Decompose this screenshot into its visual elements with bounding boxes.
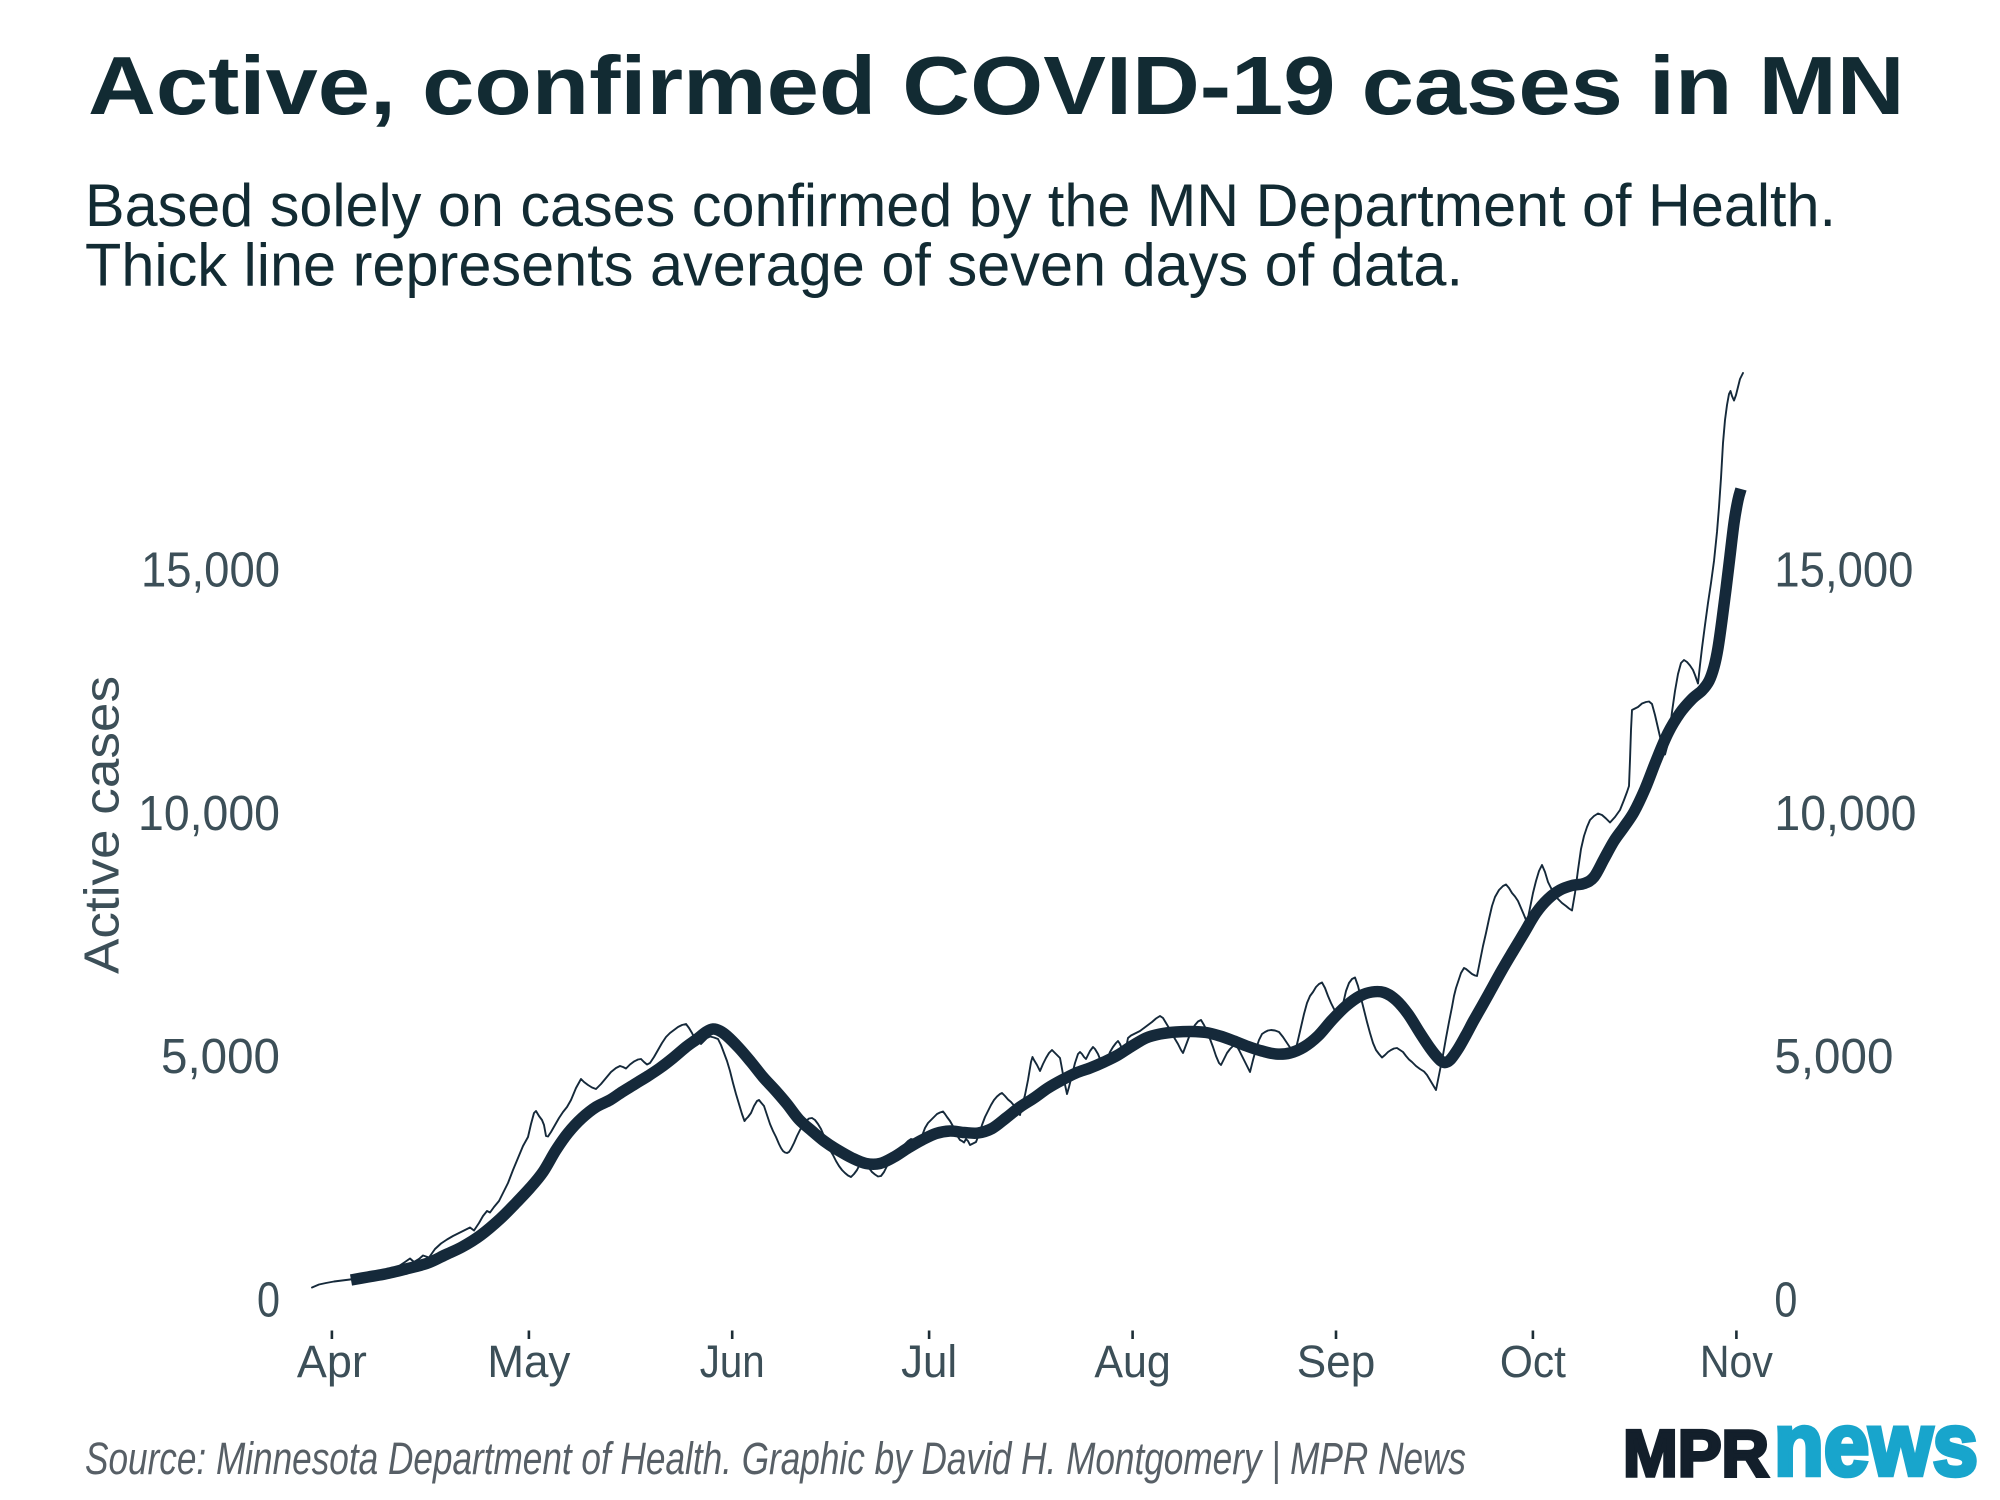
svg-text:Apr: Apr bbox=[297, 1336, 367, 1387]
svg-text:Sep: Sep bbox=[1297, 1336, 1376, 1387]
svg-text:5,000: 5,000 bbox=[1774, 1030, 1893, 1084]
svg-text:5,000: 5,000 bbox=[161, 1030, 280, 1084]
svg-text:Jul: Jul bbox=[901, 1336, 957, 1387]
svg-text:Aug: Aug bbox=[1094, 1336, 1171, 1387]
svg-text:May: May bbox=[487, 1336, 570, 1387]
svg-text:Jun: Jun bbox=[700, 1336, 765, 1387]
svg-text:0: 0 bbox=[1774, 1274, 1797, 1328]
svg-text:Active cases: Active cases bbox=[75, 676, 129, 974]
svg-text:MPR: MPR bbox=[1623, 1416, 1769, 1490]
svg-text:10,000: 10,000 bbox=[138, 787, 280, 841]
svg-text:Based solely on cases confirme: Based solely on cases confirmed by the M… bbox=[85, 172, 1836, 239]
svg-text:0: 0 bbox=[257, 1274, 280, 1328]
svg-text:10,000: 10,000 bbox=[1774, 787, 1916, 841]
svg-text:news: news bbox=[1774, 1394, 1978, 1494]
svg-text:15,000: 15,000 bbox=[141, 543, 280, 597]
svg-text:Active, confirmed COVID-19 cas: Active, confirmed COVID-19 cases in MN bbox=[88, 39, 1905, 132]
svg-text:Thick line represents average: Thick line represents average of seven d… bbox=[85, 232, 1463, 299]
svg-text:Source: Minnesota Department o: Source: Minnesota Department of Health. … bbox=[85, 1433, 1466, 1484]
svg-text:Oct: Oct bbox=[1500, 1336, 1566, 1387]
svg-text:Nov: Nov bbox=[1700, 1336, 1773, 1387]
svg-text:15,000: 15,000 bbox=[1774, 543, 1913, 597]
